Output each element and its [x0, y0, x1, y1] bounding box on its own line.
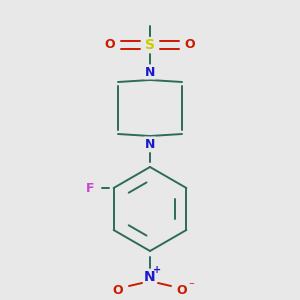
- Text: O: O: [177, 284, 187, 298]
- Text: +: +: [153, 265, 161, 275]
- Text: N: N: [145, 137, 155, 151]
- Text: F: F: [85, 182, 94, 194]
- Text: ⁻: ⁻: [188, 281, 194, 291]
- Text: O: O: [105, 38, 115, 52]
- Text: N: N: [145, 65, 155, 79]
- Text: S: S: [145, 38, 155, 52]
- Text: O: O: [113, 284, 123, 298]
- Text: O: O: [185, 38, 195, 52]
- Text: N: N: [144, 270, 156, 284]
